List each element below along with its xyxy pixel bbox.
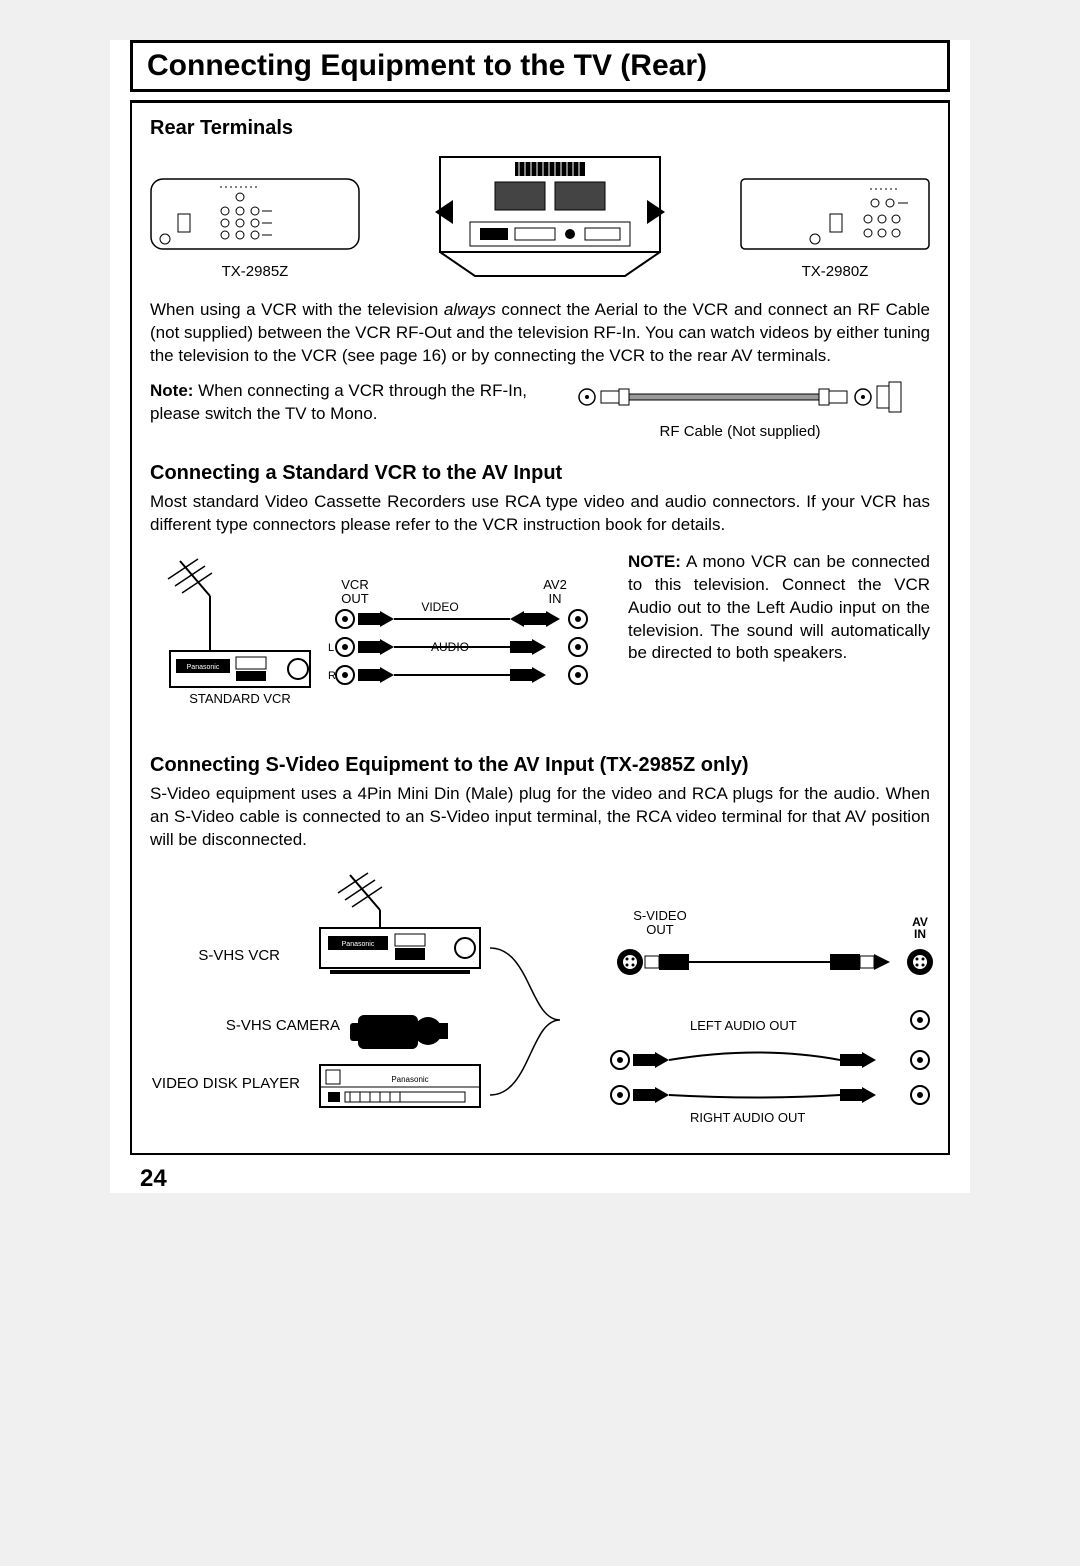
standard-vcr-label: STANDARD VCR xyxy=(189,691,291,706)
svg-text:Panasonic: Panasonic xyxy=(342,941,375,948)
svideo-diagram: S-VHS VCR Panasonic S-VHS CAMERA xyxy=(150,870,930,1135)
svg-text:OUT: OUT xyxy=(646,922,674,937)
sec2-text: Most standard Video Cassette Recorders u… xyxy=(150,491,930,537)
svg-text:VIDEO DISK PLAYER: VIDEO DISK PLAYER xyxy=(152,1075,300,1092)
svg-text:IN: IN xyxy=(549,591,562,606)
rf-cable-icon xyxy=(575,380,905,414)
svg-text:AV2: AV2 xyxy=(543,577,567,592)
note-body: When connecting a VCR through the RF-In,… xyxy=(150,381,527,423)
terminals-diagram-row: TX-2985Z xyxy=(150,152,930,287)
note-text-block: Note: When connecting a VCR through the … xyxy=(150,380,530,426)
intro-prefix: When using a VCR with the television xyxy=(150,300,444,319)
sec3-heading: Connecting S-Video Equipment to the AV I… xyxy=(150,754,930,777)
svg-text:Panasonic: Panasonic xyxy=(187,664,220,671)
page-title: Connecting Equipment to the TV (Rear) xyxy=(147,49,933,83)
standard-vcr-diagram: Panasonic STANDARD VCR VCR OUT AV2 IN VI… xyxy=(150,551,610,726)
rear-terminals-heading: Rear Terminals xyxy=(150,117,930,140)
model-left-label: TX-2985Z xyxy=(150,263,360,280)
sec3-text: S-Video equipment uses a 4Pin Mini Din (… xyxy=(150,783,930,852)
rf-cable-block: RF Cable (Not supplied) xyxy=(550,380,930,440)
model-right-label: TX-2980Z xyxy=(740,263,930,280)
intro-paragraph: When using a VCR with the television alw… xyxy=(150,299,930,368)
manual-page: Connecting Equipment to the TV (Rear) Re… xyxy=(110,40,970,1193)
page-number: 24 xyxy=(140,1165,970,1193)
note-row: Note: When connecting a VCR through the … xyxy=(150,380,930,440)
terminal-right: TX-2980Z xyxy=(740,159,930,280)
wiring-note-label: NOTE: xyxy=(628,552,681,571)
svg-text:L: L xyxy=(328,642,334,654)
tv-back-icon xyxy=(435,152,665,282)
wiring-note-text: NOTE: A mono VCR can be connected to thi… xyxy=(628,551,930,666)
terminal-left: TX-2985Z xyxy=(150,159,360,280)
rf-cable-label: RF Cable (Not supplied) xyxy=(550,423,930,440)
note-label: Note: xyxy=(150,381,193,400)
svg-text:R: R xyxy=(328,670,336,682)
tv-back-center xyxy=(435,152,665,287)
svg-text:VIDEO: VIDEO xyxy=(421,600,458,614)
vcr-wiring-icon: Panasonic STANDARD VCR VCR OUT AV2 IN VI… xyxy=(150,551,610,721)
terminal-left-icon xyxy=(150,159,360,254)
svg-text:IN: IN xyxy=(914,927,926,941)
svg-text:VCR: VCR xyxy=(341,577,368,592)
svg-text:Panasonic: Panasonic xyxy=(391,1075,428,1084)
title-box: Connecting Equipment to the TV (Rear) xyxy=(130,40,950,92)
svg-text:RIGHT AUDIO OUT: RIGHT AUDIO OUT xyxy=(690,1110,805,1125)
svg-text:S-VHS CAMERA: S-VHS CAMERA xyxy=(226,1017,340,1034)
svg-text:S-VHS VCR: S-VHS VCR xyxy=(198,947,280,964)
terminal-right-icon xyxy=(740,159,930,254)
svg-text:OUT: OUT xyxy=(341,591,369,606)
sec2-heading: Connecting a Standard VCR to the AV Inpu… xyxy=(150,462,930,485)
svg-text:S-VIDEO: S-VIDEO xyxy=(633,908,686,923)
content-box: Rear Terminals xyxy=(130,100,950,1155)
svg-text:LEFT AUDIO OUT: LEFT AUDIO OUT xyxy=(690,1018,797,1033)
intro-always: always xyxy=(444,300,496,319)
svideo-wiring-icon: S-VHS VCR Panasonic S-VHS CAMERA xyxy=(150,870,950,1130)
vcr-wiring-row: Panasonic STANDARD VCR VCR OUT AV2 IN VI… xyxy=(150,551,930,726)
